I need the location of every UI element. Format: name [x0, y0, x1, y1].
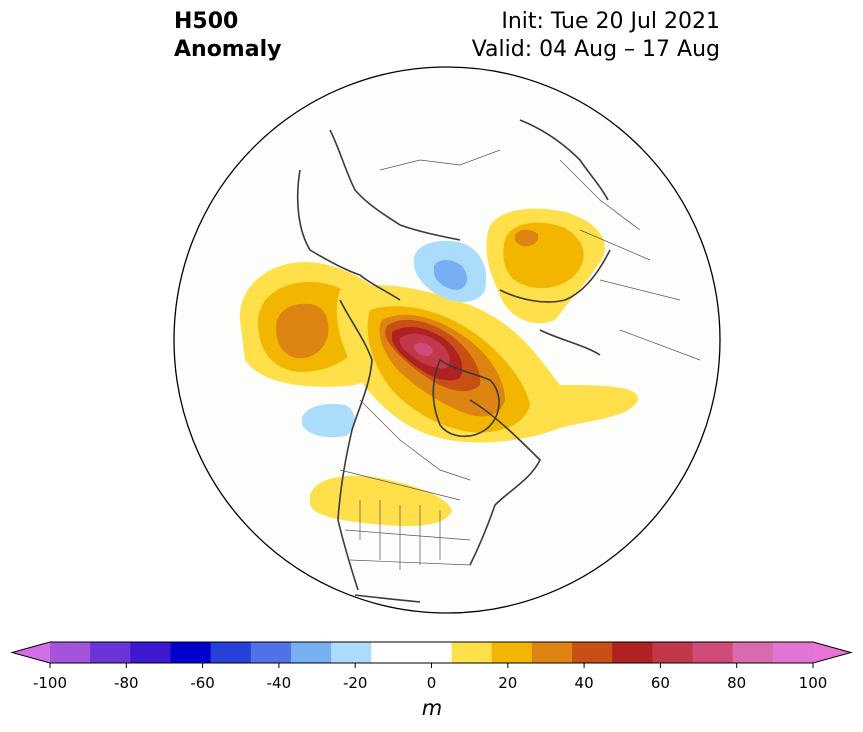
colorbar-over-arrow [813, 642, 851, 663]
coastlines [296, 119, 611, 603]
colorbar-segment [130, 642, 171, 663]
colorbar-tick-label: 100 [798, 674, 828, 692]
colorbar-segment [652, 642, 694, 663]
colorbar-unit-label: m [421, 696, 443, 720]
colorbar-tick-label: -80 [114, 674, 139, 692]
colorbar-ticks [49, 663, 814, 668]
colorbar-segment [290, 642, 332, 663]
colorbar-segment [451, 642, 493, 663]
colorbar-segment [772, 642, 814, 663]
colorbar-segment [331, 642, 372, 663]
colorbar-tick-label: -60 [190, 674, 215, 692]
colorbar-segment [732, 642, 774, 663]
date-info: Init: Tue 20 Jul 2021 Valid: 04 Aug – 17… [472, 8, 720, 64]
title-line-2: Anomaly [174, 37, 282, 62]
colorbar-tick-label: 60 [650, 674, 670, 692]
colorbar-segment [210, 642, 252, 663]
colorbar-segment [170, 642, 212, 663]
map-content [174, 67, 720, 613]
init-date: Init: Tue 20 Jul 2021 [501, 9, 720, 34]
valid-range: Valid: 04 Aug – 17 Aug [471, 37, 720, 62]
colorbar-segment [90, 642, 131, 663]
barents-negative-anomaly [413, 240, 487, 302]
colorbar-segment [50, 642, 91, 663]
colorbar-tick-label: -40 [266, 674, 292, 692]
colorbar-tick-label: 0 [426, 674, 437, 692]
colorbar-segment [692, 642, 734, 663]
globe-outline [173, 66, 721, 614]
colorbar-segment [612, 642, 653, 663]
central-positive-anomaly [336, 285, 639, 443]
colorbar-segment [371, 642, 412, 663]
colorbar-tick-label: 40 [574, 674, 594, 692]
colorbar-segment [411, 642, 453, 663]
colorbar-tick-label: 20 [498, 674, 518, 692]
colorbar-segments [10, 641, 853, 664]
map-title: H500 Anomaly [174, 8, 281, 64]
colorbar-tick-label: -100 [32, 674, 68, 692]
colorbar-tick-label: -20 [342, 674, 368, 692]
colorbar-segment [531, 642, 573, 663]
title-line-1: H500 [174, 9, 239, 34]
colorbar-under-arrow [12, 642, 50, 663]
colorbar-segment [572, 642, 613, 663]
colorbar-tick-label: 80 [727, 674, 747, 692]
colorbar-segment [491, 642, 533, 663]
colorbar-segment [250, 642, 292, 663]
pacific-negative-anomaly [302, 404, 355, 438]
borders [339, 149, 701, 570]
us-positive-anomaly [310, 475, 452, 527]
